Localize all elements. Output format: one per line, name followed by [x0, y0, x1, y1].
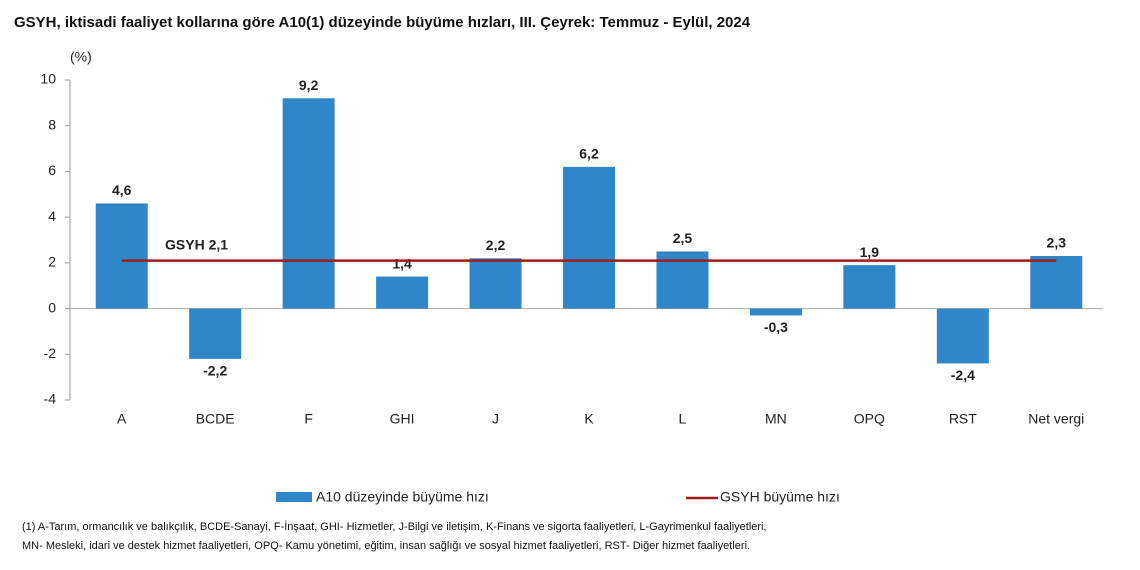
x-tick-label: MN: [765, 411, 787, 427]
y-tick-label: 0: [48, 299, 56, 315]
value-label: 1,4: [392, 255, 412, 271]
bar: [1030, 256, 1083, 309]
value-label: 6,2: [579, 146, 599, 162]
bar: [563, 166, 615, 309]
x-tick-label: Net vergi: [1028, 411, 1084, 427]
x-tick-label: GHI: [390, 411, 415, 427]
y-tick-label: 6: [48, 162, 56, 178]
y-tick-label: 2: [48, 254, 56, 270]
x-tick-label: A: [117, 411, 127, 427]
x-tick-label: J: [492, 411, 499, 427]
x-tick-label: F: [304, 411, 313, 427]
value-label: -0,3: [764, 319, 788, 335]
y-tick-label: -2: [44, 345, 57, 361]
value-label: 2,5: [673, 230, 693, 246]
value-label: 2,2: [486, 237, 506, 253]
bar: [189, 308, 242, 359]
x-tick-label: RST: [949, 411, 977, 427]
bar: [95, 203, 148, 309]
bar: [469, 258, 522, 309]
legend-swatch: [276, 492, 312, 502]
value-label: -2,4: [951, 367, 975, 383]
value-label: 4,6: [112, 182, 132, 198]
footnote: MN- Mesleki, idari ve destek hizmet faal…: [22, 540, 750, 552]
value-label: 9,2: [299, 77, 319, 93]
bar: [936, 308, 989, 364]
value-label: 1,9: [860, 244, 880, 260]
value-label: 2,3: [1047, 235, 1067, 251]
footnote: (1) A-Tarım, ormancılık ve balıkçılık, B…: [22, 520, 767, 533]
y-tick-label: 10: [40, 71, 56, 87]
value-label: -2,2: [203, 363, 227, 379]
x-tick-label: L: [679, 411, 687, 427]
y-tick-label: 8: [48, 116, 56, 132]
y-tick-label: 4: [48, 208, 56, 224]
reference-label: GSYH 2,1: [165, 236, 228, 252]
chart-title: GSYH, iktisadi faaliyet kollarına göre A…: [14, 14, 751, 31]
legend-label: A10 düzeyinde büyüme hızı: [316, 489, 489, 505]
x-tick-label: K: [584, 411, 594, 427]
x-tick-label: OPQ: [854, 411, 885, 427]
y-unit: (%): [70, 49, 92, 65]
bar: [843, 265, 896, 309]
bar: [282, 98, 335, 309]
bar: [749, 308, 802, 316]
x-tick-label: BCDE: [196, 411, 235, 427]
legend-label: GSYH büyüme hızı: [720, 489, 840, 505]
y-tick-label: -4: [44, 391, 57, 407]
bar: [376, 276, 429, 309]
